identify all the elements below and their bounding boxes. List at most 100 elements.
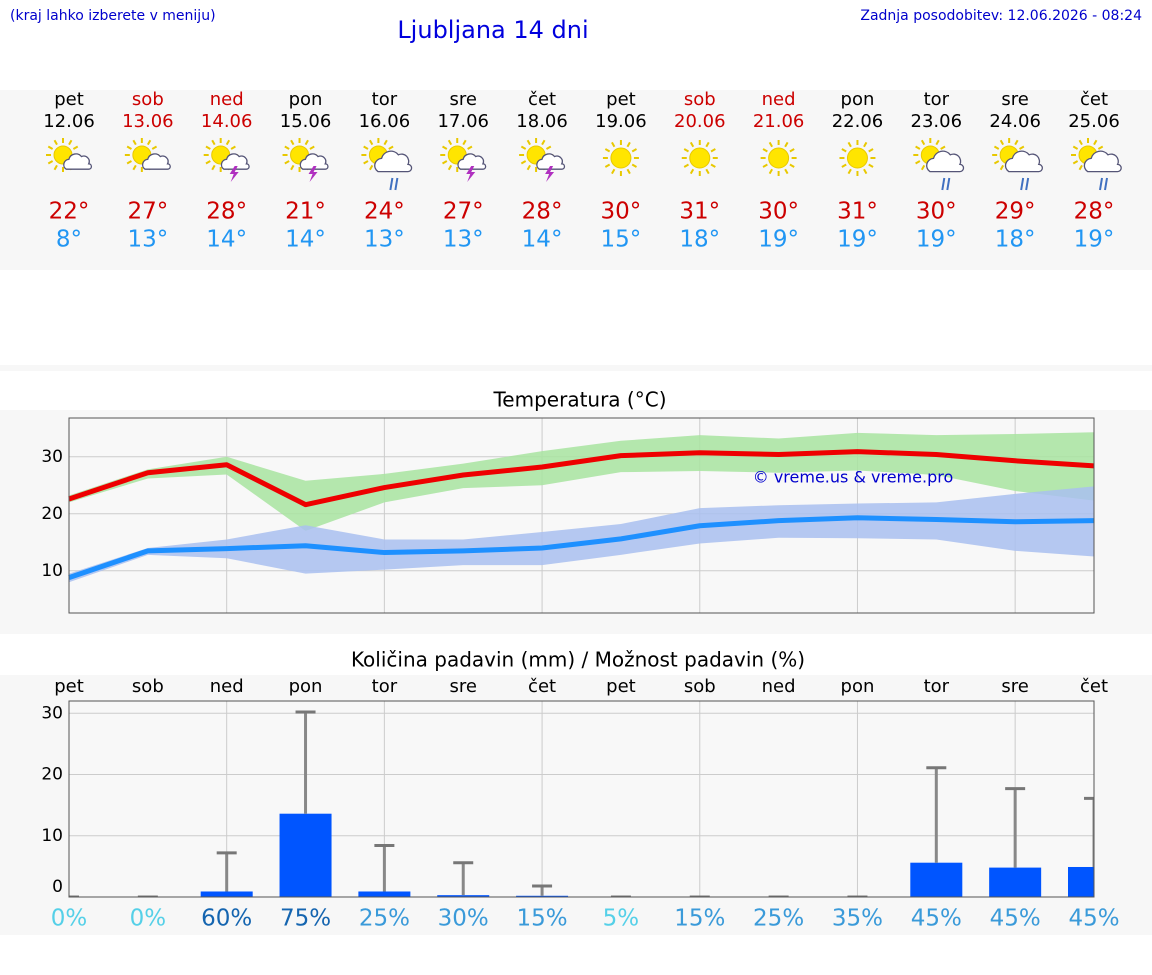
sun-ray	[768, 141, 773, 148]
weather-icon	[1071, 138, 1122, 191]
weather-icon	[203, 138, 250, 182]
low-temp: 13°	[443, 227, 484, 253]
low-temp: 18°	[995, 227, 1036, 253]
weather-icon	[681, 140, 718, 176]
high-temp: 31°	[679, 199, 720, 225]
sun-ray	[993, 160, 1000, 165]
day-name: pon	[841, 89, 875, 110]
rain	[941, 177, 946, 191]
high-temp: 30°	[916, 199, 957, 225]
precip-day: tor	[924, 676, 950, 697]
sun-ray	[689, 168, 695, 175]
y-tick-label: 10	[41, 561, 63, 581]
low-temp: 14°	[522, 227, 563, 253]
day-name: tor	[372, 89, 398, 110]
high-temp: 21°	[285, 199, 326, 225]
sun-ray	[915, 145, 921, 150]
probability-label: 45%	[990, 906, 1041, 932]
day-name: pon	[289, 89, 323, 110]
day-date: 16.06	[359, 111, 411, 132]
lightning	[545, 166, 555, 182]
sun-ray	[1072, 145, 1079, 150]
rain	[389, 177, 394, 191]
sun-ray	[363, 160, 369, 165]
precip-day: čet	[1080, 676, 1108, 697]
sun-ray	[545, 145, 552, 150]
rain	[946, 177, 951, 191]
precip-day: pon	[289, 676, 323, 697]
high-temp: 28°	[522, 199, 563, 225]
precip-day: sob	[132, 676, 164, 697]
sun-ray	[541, 139, 546, 146]
sun-ray	[604, 163, 611, 168]
sun-ray	[132, 139, 137, 146]
y-tick-label: 30	[41, 703, 63, 723]
sun-ray	[847, 168, 852, 175]
sun-ray	[626, 141, 631, 148]
bars	[69, 710, 1094, 897]
sun-ray	[705, 168, 710, 175]
weather-icon	[839, 140, 876, 176]
low-temp: 14°	[206, 227, 247, 253]
sun	[846, 147, 868, 169]
sun-ray	[447, 139, 453, 146]
day-name: sob	[684, 89, 716, 110]
y-tick-label: 30	[41, 447, 63, 467]
probability-label: 35%	[832, 906, 883, 932]
sun-ray	[705, 141, 710, 148]
probability-label: 15%	[517, 906, 568, 932]
sun	[689, 147, 711, 169]
sun-ray	[53, 139, 58, 146]
sun-ray	[388, 145, 394, 150]
day-date: 23.06	[911, 111, 963, 132]
day-date: 18.06	[516, 111, 568, 132]
sun-ray	[442, 160, 448, 165]
sun-ray	[369, 139, 374, 146]
precip-day: pet	[54, 676, 84, 697]
precip-bar	[279, 813, 332, 897]
precip-day: ned	[210, 676, 244, 697]
probability-label: 25%	[753, 906, 804, 932]
weather-icon	[992, 138, 1043, 191]
cloud	[1004, 150, 1043, 173]
sun-ray	[1078, 164, 1083, 171]
sun-ray	[1014, 139, 1019, 146]
sun-ray	[920, 139, 926, 146]
sun-ray	[626, 168, 631, 175]
sun-ray	[935, 139, 940, 146]
plot-frame	[68, 700, 1095, 898]
temperature-band	[69, 486, 1094, 583]
sun-ray	[841, 148, 847, 153]
probability-label: 75%	[280, 906, 331, 932]
low-temp: 13°	[364, 227, 405, 253]
temperature-title: Temperatura (°C)	[492, 388, 666, 412]
sun-ray	[683, 148, 690, 153]
low-temp: 19°	[916, 227, 957, 253]
low-temp: 15°	[601, 227, 642, 253]
sun-ray	[304, 139, 309, 146]
sun-ray	[611, 168, 616, 175]
sun-ray	[290, 164, 295, 171]
weather-icon	[440, 138, 487, 182]
precip-bar	[910, 862, 963, 897]
sun-ray	[526, 164, 531, 171]
sun-ray	[789, 163, 795, 168]
weather-icon	[519, 138, 566, 182]
precip-day: tor	[372, 676, 398, 697]
sun-ray	[863, 141, 868, 148]
error-bar	[374, 844, 395, 892]
separator	[0, 365, 1152, 371]
precip-bar	[358, 891, 411, 897]
precip-day: sre	[449, 676, 476, 697]
sun-ray	[710, 163, 716, 168]
sun-ray	[126, 160, 132, 165]
sun-ray	[1097, 145, 1104, 150]
day-name: čet	[1080, 89, 1108, 110]
y-tick-label: 20	[41, 765, 63, 785]
day-name: sob	[132, 89, 164, 110]
sun	[610, 147, 632, 169]
error-bar	[1005, 787, 1026, 868]
day-name: sre	[449, 89, 476, 110]
sun-ray	[847, 141, 852, 148]
sun-ray	[841, 163, 847, 168]
